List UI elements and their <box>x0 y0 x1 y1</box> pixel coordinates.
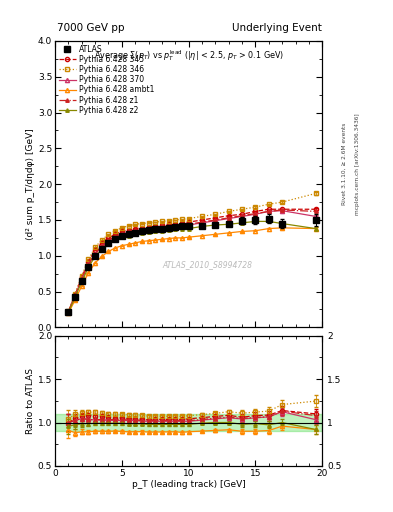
Legend: ATLAS, Pythia 6.428 345, Pythia 6.428 346, Pythia 6.428 370, Pythia 6.428 ambt1,: ATLAS, Pythia 6.428 345, Pythia 6.428 34… <box>57 43 156 116</box>
Text: mcplots.cern.ch [arXiv:1306.3436]: mcplots.cern.ch [arXiv:1306.3436] <box>355 113 360 215</box>
Text: 7000 GeV pp: 7000 GeV pp <box>57 23 125 33</box>
Y-axis label: Ratio to ATLAS: Ratio to ATLAS <box>26 368 35 434</box>
Text: ATLAS_2010_S8994728: ATLAS_2010_S8994728 <box>162 260 252 269</box>
Text: Average $\Sigma(p_T)$ vs $p_T^{\rm lead}$ ($|\eta|$ < 2.5, $p_T$ > 0.1 GeV): Average $\Sigma(p_T)$ vs $p_T^{\rm lead}… <box>94 48 284 63</box>
Y-axis label: ⟨d² sum p_T/dηdφ⟩ [GeV]: ⟨d² sum p_T/dηdφ⟩ [GeV] <box>26 129 35 240</box>
Text: Rivet 3.1.10, ≥ 2.6M events: Rivet 3.1.10, ≥ 2.6M events <box>342 123 346 205</box>
Bar <box>55 414 322 431</box>
Text: Underlying Event: Underlying Event <box>231 23 321 33</box>
X-axis label: p_T (leading track) [GeV]: p_T (leading track) [GeV] <box>132 480 246 489</box>
